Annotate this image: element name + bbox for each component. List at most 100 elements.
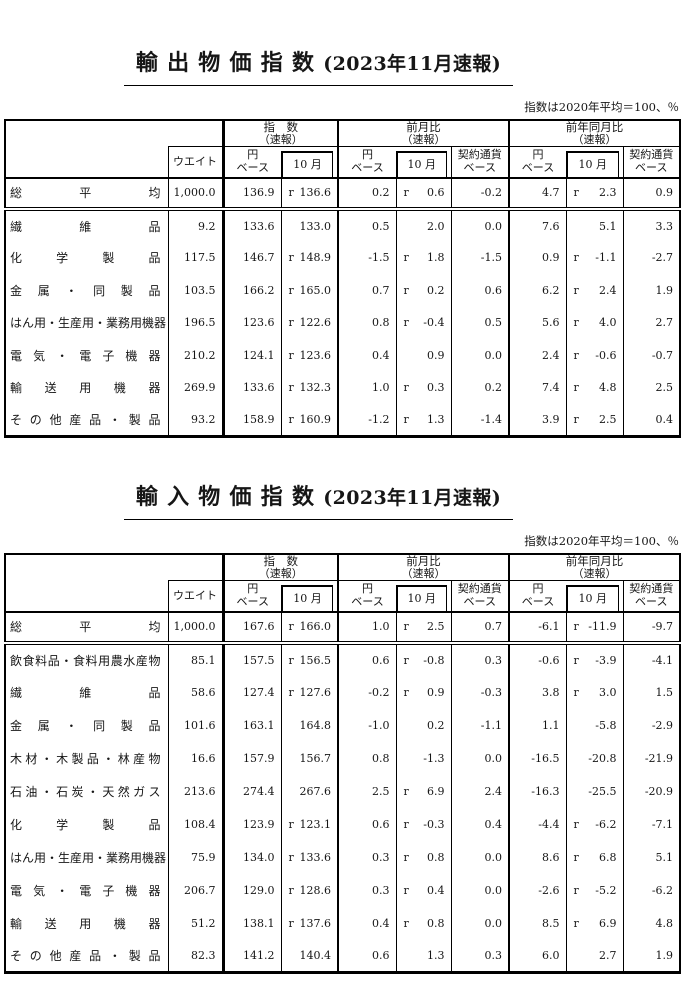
revised-mark: r: [403, 685, 409, 699]
value: 160.9: [299, 412, 332, 426]
value-cell: -0.6: [508, 642, 567, 676]
value-cell: 136.9: [221, 177, 281, 211]
row-label: はん用・生産用・業務用機器: [10, 316, 167, 331]
value-cell: 4.7: [508, 177, 567, 211]
october-label: 10 月: [293, 591, 322, 605]
revised-mark: r: [573, 316, 579, 330]
value-cell: -4.4: [508, 807, 567, 841]
value-cell: r 2.5: [395, 611, 451, 645]
value-cell: 51.2: [167, 906, 223, 940]
value-cell: 82.3: [167, 939, 223, 973]
header-empty-cell: [5, 554, 223, 581]
value-cell: -0.7: [622, 338, 681, 372]
revised-mark: r: [288, 412, 294, 426]
revised-mark: r: [573, 916, 579, 930]
value-cell: 133.0: [280, 208, 338, 242]
revised-mark: r: [573, 850, 579, 864]
revised-mark: r: [403, 817, 409, 831]
revised-mark: r: [573, 620, 579, 634]
value-cell: 156.7: [280, 741, 338, 775]
export-title-paren: (2023年11月速報): [323, 53, 502, 75]
value-cell: 16.6: [167, 741, 223, 775]
header-october: 10 月: [396, 146, 451, 179]
value-cell: 166.2: [221, 273, 281, 307]
october-box: 10 月: [396, 151, 447, 177]
revised-mark: r: [288, 381, 294, 395]
value-cell: r 127.6: [280, 675, 338, 709]
value-cell: 129.0: [221, 873, 281, 907]
value-cell: r 128.6: [280, 873, 338, 907]
row-label: 繊維品: [10, 219, 161, 234]
value-cell: r 4.8: [565, 371, 624, 404]
value-cell: r 0.9: [395, 675, 451, 709]
revised-mark: r: [403, 784, 409, 798]
table-row: 石油・石炭・天然ガス 213.6 274.4 267.6 2.5 r 6.9 2.4 -16.3…: [5, 774, 681, 808]
october-box: 10 月: [566, 585, 619, 611]
group-yoy-sub: （速報）: [572, 567, 617, 581]
value-cell: 0.8: [337, 306, 396, 339]
value: 1.3: [427, 412, 445, 426]
value-cell: 3.9: [508, 403, 567, 437]
value: 0.8: [427, 850, 445, 864]
header-group-index: 指 数 （速報）: [221, 120, 338, 148]
value-cell: 0.9: [622, 177, 681, 211]
value-cell: 163.1: [221, 708, 281, 742]
value-cell: 101.6: [167, 708, 223, 742]
value-cell: 269.9: [167, 371, 223, 404]
value-cell: 1.0: [337, 611, 396, 645]
table-row: 輸送用機器 51.2 138.1 r 137.6 0.4 r 0.8 0.0 8.5 r 6.9 4.8: [5, 906, 681, 940]
value: 165.0: [299, 283, 332, 297]
import-title-paren: (2023年11月速報): [323, 486, 502, 509]
contract-line1: 契約通貨: [457, 582, 502, 596]
header-contract-currency: 契約通貨 ベース: [622, 580, 681, 613]
october-box: 10 月: [281, 585, 333, 611]
yen-line1: 円: [532, 582, 544, 596]
value-cell: 6.2: [508, 273, 567, 307]
value-cell: 140.4: [280, 939, 338, 973]
value-cell: 0.5: [450, 306, 510, 339]
row-label: はん用・生産用・業務用機器: [10, 850, 167, 865]
revised-mark: r: [403, 850, 409, 864]
index-base-note: 指数は2020年平均＝100、％: [524, 533, 679, 548]
header-empty-cell: [5, 146, 168, 179]
value: 136.6: [299, 186, 332, 200]
value-cell: r -11.9: [565, 611, 624, 645]
revised-mark: r: [288, 620, 294, 634]
row-label: 繊維品: [10, 685, 161, 700]
table-row: 輸送用機器 269.9 133.6 r 132.3 1.0 r 0.3 0.2 7.4 r 4.8 2.…: [5, 371, 681, 404]
value-cell: 157.9: [221, 741, 281, 775]
value-cell: r 133.6: [280, 840, 338, 874]
group-index-label: 指 数: [263, 120, 299, 134]
value-cell: 1,000.0: [167, 611, 223, 645]
value-cell: 6.0: [508, 939, 567, 973]
value-cell: r 4.0: [565, 306, 624, 339]
value: 137.6: [299, 916, 332, 930]
value-cell: 1.5: [622, 675, 681, 709]
value: 2.4: [599, 283, 617, 297]
value-cell: 0.6: [337, 807, 396, 841]
group-yoy-label: 前年同月比: [565, 120, 624, 134]
revised-mark: r: [403, 916, 409, 930]
yen-line1: 円: [247, 148, 259, 162]
header-yen-base: 円 ベース: [337, 146, 396, 179]
value-cell: 0.2: [337, 177, 396, 211]
header-october: 10 月: [281, 580, 338, 613]
row-label: 金属・同製品: [10, 283, 161, 298]
yen-line1: 円: [247, 582, 259, 596]
revised-mark: r: [403, 653, 409, 667]
group-mom-sub: （速報）: [401, 567, 446, 581]
value-cell: r 166.0: [280, 611, 338, 645]
value-cell: r 160.9: [280, 403, 338, 437]
contract-line2: ベース: [635, 161, 668, 175]
value: 132.3: [299, 381, 332, 395]
value: -0.3: [423, 817, 445, 831]
value: 6.9: [599, 916, 617, 930]
october-label: 10 月: [407, 591, 437, 605]
revised-mark: r: [573, 381, 579, 395]
header-empty-cell: [5, 580, 168, 613]
yen-line1: 円: [532, 148, 544, 162]
revised-mark: r: [403, 412, 409, 426]
value-cell: -16.5: [508, 741, 567, 775]
value-cell: 75.9: [167, 840, 223, 874]
value: 4.0: [599, 316, 617, 330]
